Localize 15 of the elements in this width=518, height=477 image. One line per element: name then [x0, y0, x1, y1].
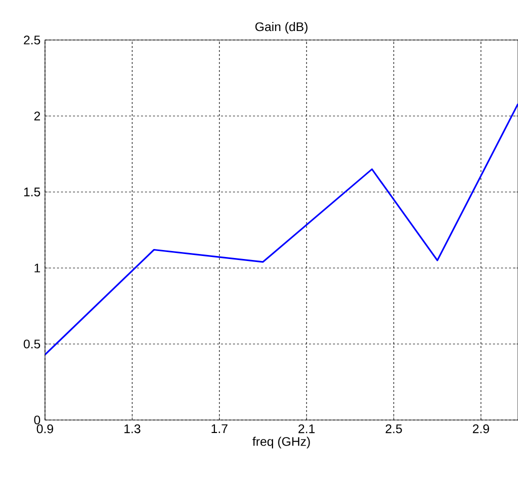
- x-tick-label: 1.3: [124, 424, 140, 434]
- x-tick-label: 2.1: [298, 424, 315, 434]
- y-tick-label: 1.5: [24, 188, 40, 196]
- x-axis-title: freq (GHz): [252, 436, 310, 448]
- y-tick-label: 2.5: [24, 36, 40, 44]
- y-tick-label: 0.5: [24, 340, 40, 348]
- x-tick-label: 1.7: [212, 424, 228, 433]
- y-tick-label: 1: [34, 264, 40, 272]
- line-series: [45, 103, 518, 356]
- x-tick-label: 2.5: [386, 424, 402, 434]
- chart-title: Gain (dB): [255, 22, 308, 34]
- y-tick-label: 2: [34, 112, 40, 120]
- x-tick-label: 2.9: [472, 424, 490, 434]
- y-tick-label: 0: [34, 416, 40, 424]
- x-tick-label: 0.9: [36, 424, 54, 434]
